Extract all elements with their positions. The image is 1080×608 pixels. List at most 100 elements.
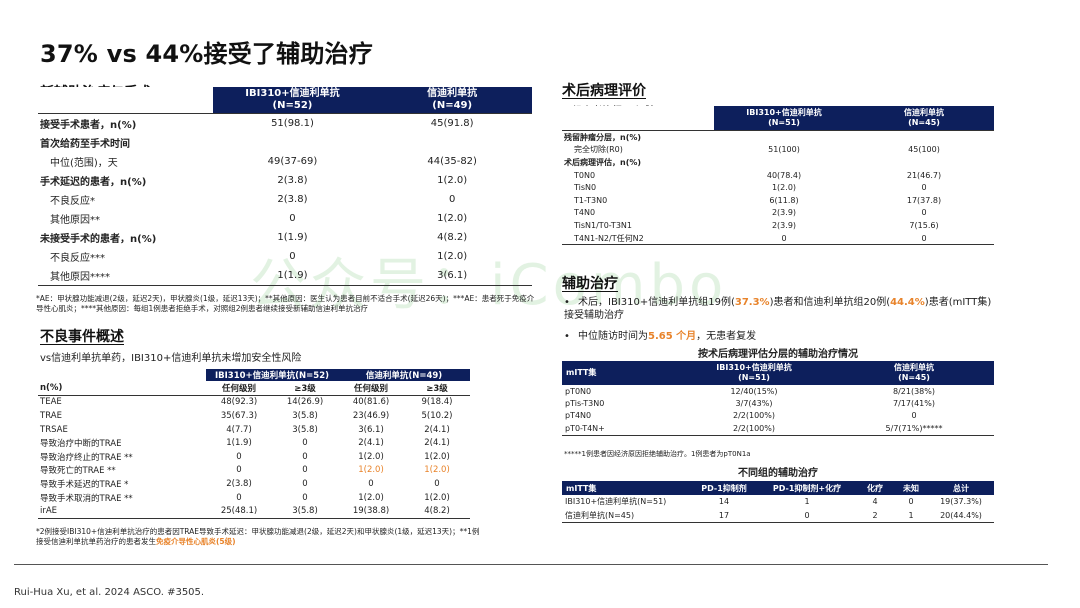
value-mono-g3: 4(8.2)	[424, 506, 450, 517]
row-label: 接受手术患者，n(%)	[40, 120, 137, 131]
table-row: pT0-T4N+ 2/2(100%) 5/7(71%)*****	[562, 422, 994, 436]
value-combo: 2(3.9)	[771, 208, 797, 218]
table-row: 接受手术患者，n(%) 51(98.1) 45(91.8)	[38, 114, 532, 134]
row-label: 首次给药至手术时间	[40, 139, 130, 150]
table-cell: 14	[718, 497, 730, 507]
value-mono: 4(8.2)	[437, 232, 468, 243]
ae-subheader-row: n(%) 任何级别 ≥3级 任何级别 ≥3级	[38, 381, 470, 396]
table-cell: 2	[872, 510, 878, 520]
table-row: 完全切除(R0) 51(100) 45(100)	[562, 144, 994, 157]
value-combo: 2(3.8)	[277, 194, 308, 205]
value-combo-any: 2(3.8)	[226, 478, 252, 489]
value-combo: 2/2(100%)	[733, 411, 775, 421]
value-combo	[714, 131, 854, 144]
pathology-table: IBI310+信迪利单抗 (N=51) 信迪利单抗 (N=45) 残留肿瘤分层，…	[562, 106, 994, 245]
row-label: pT0N0	[565, 386, 592, 396]
adjuvant-bullet-1: • 术后，IBI310+信迪利单抗组19例(37.3%)患者和信迪利单抗组20例(…	[564, 297, 992, 321]
table-row: 术后病理评估，n(%)	[562, 156, 994, 169]
row-label: 中位(范围)，天	[50, 158, 118, 169]
table-header-row: IBI310+信迪利单抗 (N=52) 信迪利单抗 (N=49)	[38, 87, 532, 114]
table-cell: 4	[872, 497, 878, 507]
value-combo-g3: 3(5.8)	[292, 410, 318, 421]
value-combo: 2/2(100%)	[733, 423, 775, 433]
value-mono	[372, 133, 532, 152]
ae-group1: IBI310+信迪利单抗(N=52)	[214, 371, 329, 381]
value-combo: 1(1.9)	[277, 232, 308, 243]
value-mono-g3: 2(4.1)	[424, 424, 450, 435]
value-combo-any: 1(1.9)	[226, 438, 252, 449]
row-label: 残留肿瘤分层，n(%)	[564, 132, 642, 142]
table-cell: 20(44.4%)	[940, 510, 982, 520]
value-combo: 49(37-69)	[267, 156, 318, 167]
col-header-mono: 信迪利单抗 (N=49)	[427, 88, 478, 111]
value-mono: 3(6.1)	[437, 270, 468, 281]
ae-footnote-highlight: 免疫介导性心肌炎(5级)	[156, 537, 236, 546]
col-header: 未知	[903, 483, 919, 493]
col-header: PD-1抑制剂+化疗	[772, 483, 842, 493]
value-mono: 1(2.0)	[437, 175, 468, 186]
value-combo-any: 0	[236, 451, 242, 462]
value-combo: 0	[289, 213, 296, 224]
value-mono: 17(37.8)	[906, 195, 942, 205]
value-combo-any: 0	[236, 465, 242, 476]
value-mono: 44(35-82)	[427, 156, 477, 167]
value-combo-g3: 0	[302, 465, 308, 476]
row-label: 其他原因****	[50, 272, 110, 283]
col-header-combo: IBI310+信迪利单抗 (N=52)	[245, 88, 340, 111]
table-row: 手术延迟的患者，n(%) 2(3.8) 1(2.0)	[38, 171, 532, 190]
value-combo: 40(78.4)	[766, 170, 802, 180]
row-label: 导致治疗终止的TRAE **	[40, 452, 133, 463]
value-mono: 0	[911, 411, 917, 421]
value-combo	[213, 133, 373, 152]
table-row: 导致治疗中断的TRAE 1(1.9) 0 2(4.1) 2(4.1)	[38, 436, 470, 450]
value-mono: 45(100)	[908, 145, 940, 155]
row-label: TRSAE	[40, 424, 68, 435]
value-combo: 2(3.8)	[277, 175, 308, 186]
table-row: TEAE 48(92.3) 14(26.9) 40(81.6) 9(18.4)	[38, 395, 470, 409]
value-combo-g3: 3(5.8)	[292, 424, 318, 435]
value-mono	[854, 156, 994, 169]
footer-divider	[14, 564, 1048, 565]
ae-any-grade-2: 任何级别	[353, 383, 388, 394]
row-label: 导致死亡的TRAE **	[40, 466, 116, 477]
value-mono-g3: 1(2.0)	[424, 465, 450, 476]
value-combo: 6(11.8)	[769, 195, 799, 205]
col-header-combo: IBI310+信迪利单抗 (N=51)	[716, 363, 792, 382]
table-row: 导致手术延迟的TRAE * 2(3.8) 0 0 0	[38, 477, 470, 491]
row-label: 导致治疗中断的TRAE	[40, 439, 122, 450]
row-label: irAE	[40, 506, 58, 517]
value-mono-any: 0	[368, 478, 374, 489]
value-mono-g3: 0	[434, 478, 440, 489]
value-combo: 12/40(15%)	[730, 386, 778, 396]
table-cell: 0	[804, 510, 810, 520]
value-combo: 0	[781, 233, 787, 243]
value-mono: 8/21(38%)	[893, 386, 935, 396]
value-mono-g3: 1(2.0)	[424, 492, 450, 503]
citation: Rui-Hua Xu, et al. 2024 ASCO. #3505.	[14, 587, 205, 598]
row-label: T0N0	[574, 170, 596, 180]
table-row: 中位(范围)，天 49(37-69) 44(35-82)	[38, 152, 532, 171]
watermark: 公众号：iCombo	[250, 253, 728, 318]
ae-table: IBI310+信迪利单抗(N=52) 信迪利单抗(N=49) n(%) 任何级别…	[38, 369, 470, 519]
ae-col-label: n(%)	[40, 382, 63, 393]
col-header-mono: 信迪利单抗 (N=45)	[894, 363, 934, 382]
row-label: TRAE	[40, 410, 62, 421]
row-label: 不良反应*	[50, 196, 95, 207]
value-combo: 51(98.1)	[271, 118, 314, 129]
value-mono: 0	[921, 183, 927, 193]
ae-subtitle: vs信迪利单抗单药，IBI310+信迪利单抗未增加安全性风险	[40, 353, 302, 364]
value-mono: 0	[448, 194, 456, 205]
value-mono-any: 19(38.8)	[352, 506, 390, 517]
value-mono-any: 1(2.0)	[358, 451, 384, 462]
value-combo: 1(2.0)	[771, 183, 797, 193]
row-label: pTis-T3N0	[565, 399, 605, 409]
table-row: T0N0 40(78.4) 21(46.7)	[562, 169, 994, 182]
value-combo: 2(3.9)	[771, 220, 797, 230]
row-label: 其他原因**	[50, 215, 100, 226]
col-header: mITT集	[566, 483, 597, 493]
row-label: 手术延迟的患者，n(%)	[40, 177, 147, 188]
row-label: T4N0	[574, 208, 596, 218]
table-row: TRSAE 4(7.7) 3(5.8) 3(6.1) 2(4.1)	[38, 423, 470, 437]
adjuvant-stratified-table: mITT集 IBI310+信迪利单抗 (N=51) 信迪利单抗 (N=45) p…	[562, 361, 994, 436]
row-label: 未接受手术的患者，n(%)	[40, 234, 157, 245]
